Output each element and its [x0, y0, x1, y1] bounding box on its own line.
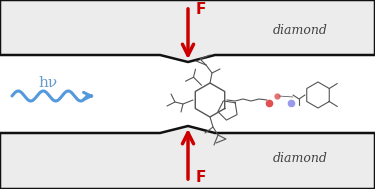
- Text: diamond: diamond: [273, 152, 327, 164]
- Text: diamond: diamond: [273, 23, 327, 36]
- Text: F: F: [196, 2, 206, 18]
- Polygon shape: [0, 126, 375, 189]
- Text: F: F: [196, 170, 206, 185]
- Text: hν: hν: [38, 76, 58, 90]
- Polygon shape: [0, 0, 375, 62]
